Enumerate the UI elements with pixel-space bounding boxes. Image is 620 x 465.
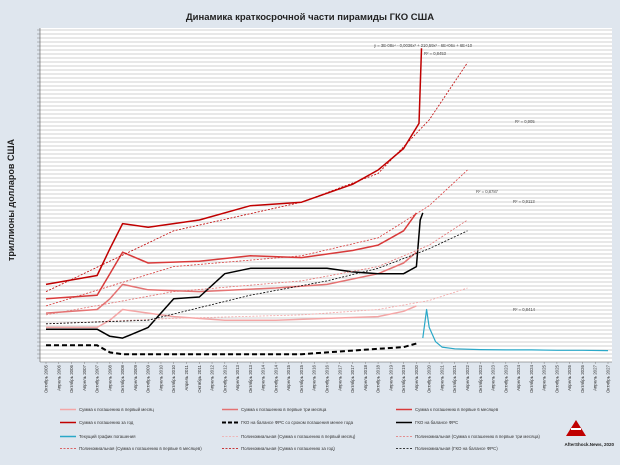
logo [566,420,586,436]
x-tick-label: Апрель 2024 [516,364,521,390]
x-tick-label: Апрель 2018 [363,364,368,390]
x-tick-label: Октябрь 2022 [478,364,483,393]
x-tick-label: Апрель 2011 [184,364,189,390]
r2-label-3: R² = 0,8787 [476,189,499,194]
series-line-1 [45,251,417,314]
legend-label: Сумма к погашению в первые 6 месяцев [415,407,499,412]
series-line-0 [46,305,417,329]
x-tick-label: Апрель 2007 [82,364,87,390]
x-tick-label: Октябрь 2013 [248,364,253,393]
series-line-11 [45,230,468,325]
grid-lines [39,28,612,363]
series-line-8 [45,219,468,316]
legend-label: ГКО на балансе ФРС [415,420,458,425]
x-tick-label: Апрель 2012 [210,364,215,390]
x-tick-label: Апрель 2014 [261,364,266,390]
x-tick-label: Апрель 2023 [491,364,496,390]
series-line-6 [422,308,609,352]
x-tick-label: Октябрь 2014 [273,364,278,393]
x-tick-label: Апрель 2026 [567,364,572,390]
x-tick-label: Апрель 2010 [158,364,163,390]
x-tick-label: Октябрь 2009 [146,364,151,393]
x-tick-label: Апрель 2020 [414,364,419,390]
r2-label-1: R² = 0,8453 [424,51,447,56]
x-tick-label: Октябрь 2011 [197,364,202,392]
x-tick-label: Октябрь 2017 [350,364,355,393]
r2-label-2: R² = 0,905 [515,119,535,124]
legend-label: Полиномиальная (ГКО на балансе ФРС) [415,446,498,451]
footer-credit: AfterShock.News, 2020 [564,442,614,447]
x-tick-label: Апрель 2025 [542,364,547,390]
series-line-9 [45,169,468,307]
x-tick-label: Октябрь 2006 [69,364,74,393]
x-tick-label: Апрель 2009 [133,364,138,390]
legend-label: Полиномиальная (Сумма к погашению в перв… [79,446,202,451]
legend-label: ГКО на балансе ФРС со сроком погашения м… [241,420,354,425]
chart-title: Динамика краткосрочной части пирамиды ГК… [186,12,434,23]
x-tick-label: Октябрь 2015 [299,364,304,393]
x-tick-label: Апрель 2016 [312,364,317,390]
x-tick-label: Октябрь 2010 [171,364,176,393]
legend-label: Сумма к погашению в первые три месяца [241,407,327,412]
x-tick-label: Октябрь 2018 [376,364,381,393]
legend: Сумма к погашению в первый месяц Сумма к … [60,407,540,451]
x-tick-label: Апрель 2013 [235,364,240,390]
x-tick-label: Апрель 2006 [56,364,61,390]
x-tick-label: Апрель 2015 [286,364,291,390]
x-tick-label: Октябрь 2024 [529,364,534,393]
x-tick-label: Октябрь 2025 [554,364,559,393]
x-tick-label: Октябрь 2019 [401,364,406,393]
x-tick-label: Октябрь 2020 [427,364,432,393]
x-tick-label: Апрель 2027 [593,364,598,390]
x-tick-label: Апрель 2017 [337,364,342,390]
series-line-3 [45,48,423,286]
series-lines [45,48,609,356]
x-tick-label: Апрель 2022 [465,364,470,390]
x-tick-label: Октябрь 2027 [606,364,611,393]
x-tick-label: Октябрь 2005 [44,364,49,393]
x-tick-label: Апрель 2021 [439,364,444,390]
x-tick-label: Октябрь 2007 [95,364,100,393]
x-tick-label: Октябрь 2008 [120,364,125,393]
trend-equation: y = 3E-08x⁴ - 0,0036x³ + 210,59x² - 6E+0… [374,43,473,48]
logo-bar [571,428,581,430]
series-line-4 [46,342,417,356]
x-tick-label: Октябрь 2021 [452,364,457,393]
x-tick-label: Апрель 2019 [388,364,393,390]
x-tick-labels: Октябрь 2005 Апрель 2006 Октябрь 2006 Апрел… [44,362,611,393]
legend-label: Полиномиальная (Сумма к погашению за год… [241,446,335,451]
legend-label: Полиномиальная (Сумма к погашению в перв… [415,434,540,439]
x-tick-label: Октябрь 2026 [580,364,585,393]
x-tick-label: Октябрь 2012 [222,364,227,393]
x-tick-label: Октябрь 2016 [325,364,330,393]
legend-label: Сумма к погашению в первый месяц [79,407,154,412]
y-ticks [37,29,40,359]
legend-label: Полиномиальная (Сумма к погашению в перв… [241,434,356,439]
series-line-10 [45,62,468,292]
legend-label: Текущий график погашения [79,434,136,439]
series-line-2 [45,212,418,300]
r2-label-5: R² = 0,8414 [513,307,536,312]
x-tick-label: Октябрь 2023 [503,364,508,393]
series-line-5 [46,212,424,339]
y-axis-label: триллионы долларов США [6,138,16,261]
r2-label-4: R² = 0,9113 [513,199,535,204]
x-tick-label: Апрель 2008 [107,364,112,390]
legend-label: Сумма к погашению за год [79,420,134,425]
plot-area [40,28,612,362]
